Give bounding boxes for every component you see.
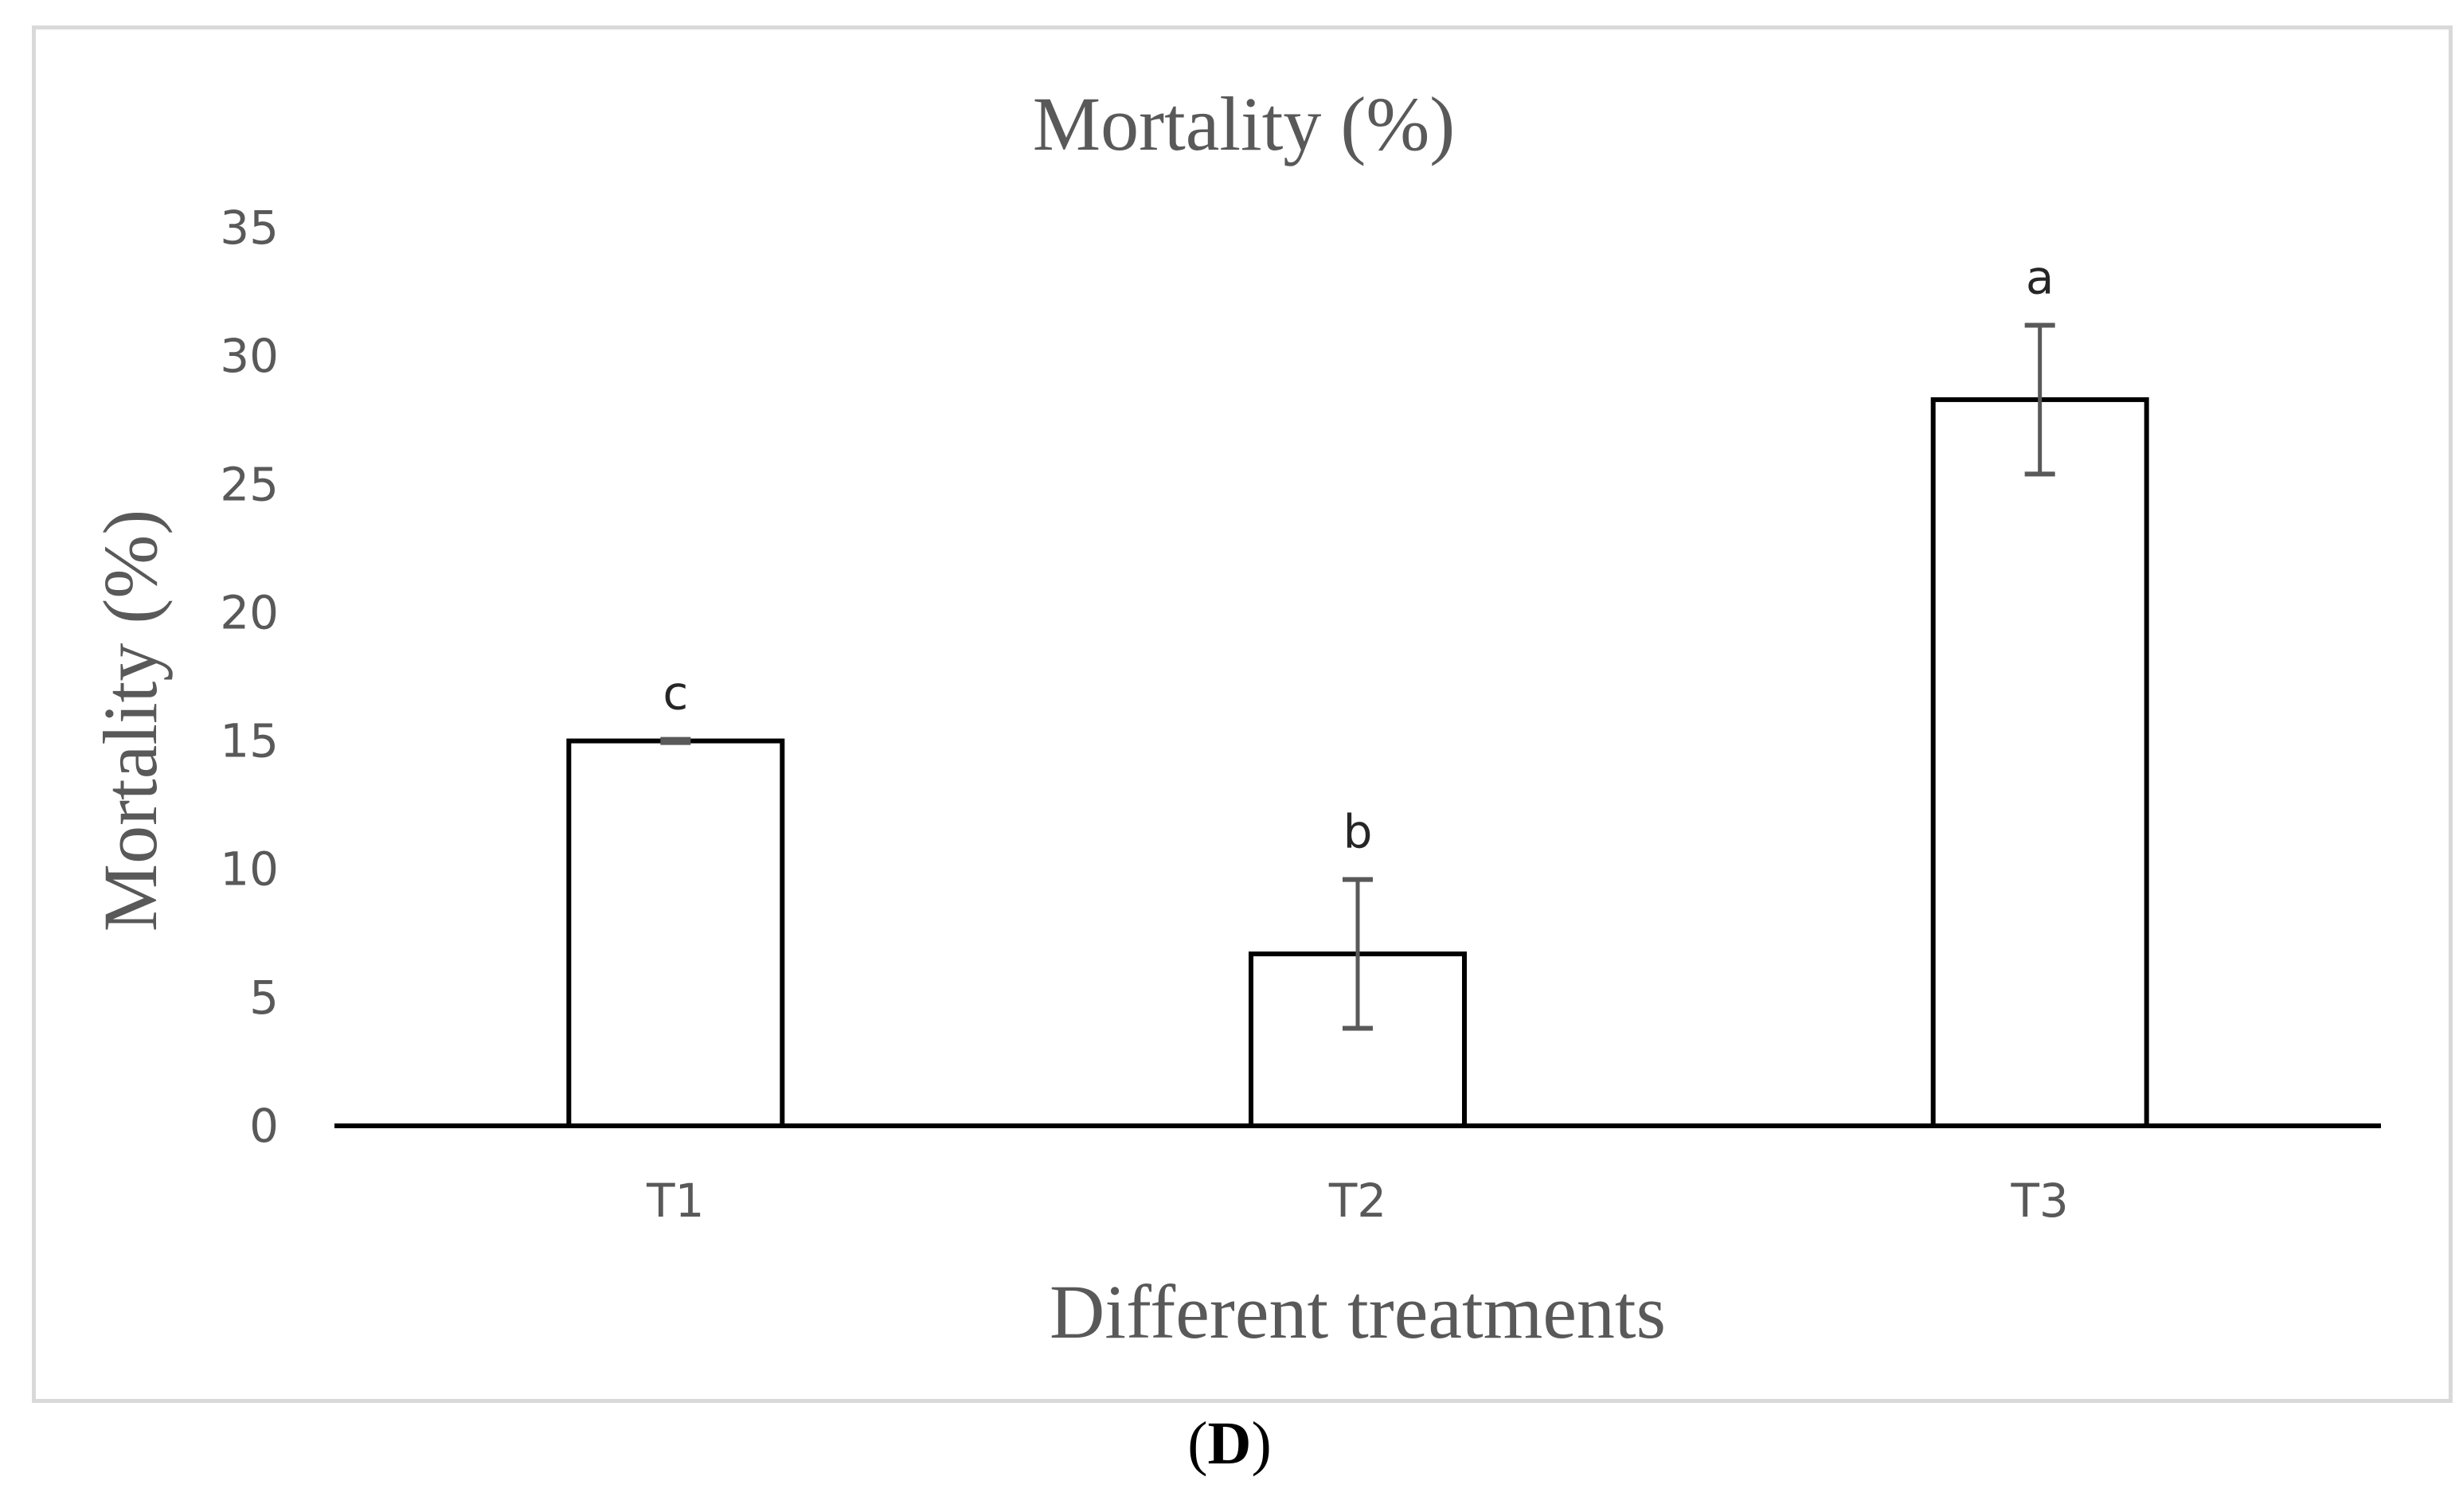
significance-letter-t2: b bbox=[1343, 805, 1373, 859]
significance-letter-t3: a bbox=[2026, 250, 2054, 304]
y-tick-label: 35 bbox=[220, 201, 279, 255]
y-tick-label: 0 bbox=[249, 1099, 279, 1153]
chart-title: Mortality (%) bbox=[1033, 81, 1456, 166]
panel-label-letter: D bbox=[1207, 1410, 1252, 1477]
x-tick-label-t1: T1 bbox=[646, 1174, 704, 1228]
y-tick-label: 15 bbox=[220, 714, 279, 768]
y-axis-label: Mortality (%) bbox=[88, 510, 173, 932]
significance-letter-t1: c bbox=[663, 666, 688, 721]
panel-label-close: ) bbox=[1251, 1410, 1272, 1477]
y-tick-label: 10 bbox=[220, 842, 279, 897]
y-tick-label: 20 bbox=[220, 585, 279, 639]
chart-frame bbox=[32, 25, 2453, 1403]
panel-label-open: ( bbox=[1187, 1410, 1208, 1477]
y-tick-label: 30 bbox=[220, 329, 279, 383]
bar-t3 bbox=[1930, 397, 2149, 1128]
x-axis-label: Different treatments bbox=[1050, 1269, 1666, 1354]
x-tick-label-t2: T2 bbox=[1328, 1174, 1386, 1228]
bar-t1 bbox=[566, 738, 785, 1128]
panel-label: (D) bbox=[0, 1409, 2459, 1479]
x-tick-label-t3: T3 bbox=[2010, 1174, 2068, 1228]
y-tick-label: 25 bbox=[220, 457, 279, 511]
y-tick-label: 5 bbox=[249, 971, 279, 1025]
